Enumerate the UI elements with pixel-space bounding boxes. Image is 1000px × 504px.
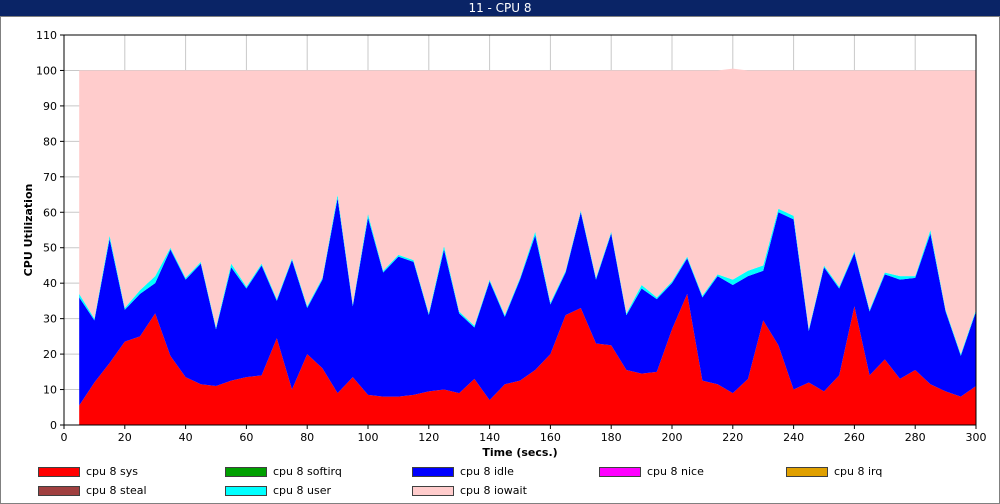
legend-swatch xyxy=(225,486,267,496)
chart-legend: cpu 8 sys cpu 8 softirq cpu 8 idle cpu 8 ni… xyxy=(0,460,1000,504)
legend-swatch xyxy=(786,467,828,477)
y-tick-label: 70 xyxy=(43,171,57,184)
axes: 0 10 20 30 40 50 60 70 80 90 100 110 0 20 40 60 80 100 120… xyxy=(36,29,987,444)
x-axis-label: Time (secs.) xyxy=(482,446,557,459)
x-tick-label: 300 xyxy=(966,431,987,444)
legend-item: cpu 8 idle xyxy=(412,465,514,479)
y-tick-label: 20 xyxy=(43,348,57,361)
legend-label: cpu 8 iowait xyxy=(460,484,527,497)
legend-item: cpu 8 nice xyxy=(599,465,704,479)
x-tick-label: 180 xyxy=(601,431,622,444)
legend-swatch xyxy=(412,467,454,477)
y-tick-label: 100 xyxy=(36,64,57,77)
x-tick-label: 240 xyxy=(783,431,804,444)
x-tick-label: 120 xyxy=(418,431,439,444)
legend-label: cpu 8 nice xyxy=(647,465,704,478)
plot-border xyxy=(63,34,977,426)
x-tick-label: 280 xyxy=(905,431,926,444)
legend-label: cpu 8 sys xyxy=(86,465,138,478)
legend-item: cpu 8 iowait xyxy=(412,484,527,498)
x-tick-label: 160 xyxy=(540,431,561,444)
x-tick-label: 60 xyxy=(239,431,253,444)
legend-swatch xyxy=(38,486,80,496)
x-tick-label: 40 xyxy=(179,431,193,444)
legend-swatch xyxy=(38,467,80,477)
y-axis-label: CPU Utilization xyxy=(22,184,35,277)
legend-label: cpu 8 steal xyxy=(86,484,147,497)
y-tick-label: 10 xyxy=(43,384,57,397)
x-tick-label: 200 xyxy=(662,431,683,444)
x-tick-label: 260 xyxy=(844,431,865,444)
legend-label: cpu 8 softirq xyxy=(273,465,342,478)
x-tick-label: 220 xyxy=(722,431,743,444)
area-cpu-8-idle xyxy=(79,198,976,406)
y-tick-label: 50 xyxy=(43,242,57,255)
legend-label: cpu 8 irq xyxy=(834,465,883,478)
area-cpu-8-iowait xyxy=(79,68,976,355)
stacked-areas xyxy=(79,68,976,425)
area-cpu-8-sys xyxy=(79,293,976,425)
y-tick-label: 60 xyxy=(43,206,57,219)
x-tick-label: 140 xyxy=(479,431,500,444)
window-title: 11 - CPU 8 xyxy=(468,1,532,15)
legend-label: cpu 8 idle xyxy=(460,465,514,478)
y-tick-label: 80 xyxy=(43,135,57,148)
legend-item: cpu 8 user xyxy=(225,484,331,498)
legend-item: cpu 8 irq xyxy=(786,465,882,479)
x-tick-label: 100 xyxy=(358,431,379,444)
legend-label: cpu 8 user xyxy=(273,484,331,497)
window-title-bar: 11 - CPU 8 xyxy=(0,0,1000,16)
legend-item: cpu 8 sys xyxy=(38,465,138,479)
legend-swatch xyxy=(412,486,454,496)
legend-item: cpu 8 softirq xyxy=(225,465,342,479)
x-tick-label: 0 xyxy=(61,431,68,444)
y-tick-label: 40 xyxy=(43,277,57,290)
x-tick-label: 80 xyxy=(300,431,314,444)
x-tick-label: 20 xyxy=(118,431,132,444)
legend-item: cpu 8 steal xyxy=(38,484,147,498)
legend-swatch xyxy=(599,467,641,477)
y-tick-label: 90 xyxy=(43,100,57,113)
y-tick-label: 110 xyxy=(36,29,57,42)
cpu-utilization-chart: 0 10 20 30 40 50 60 70 80 90 100 110 0 20 40 60 80 100 120… xyxy=(22,29,987,459)
legend-swatch xyxy=(225,467,267,477)
y-tick-label: 30 xyxy=(43,313,57,326)
y-tick-label: 0 xyxy=(50,419,57,432)
